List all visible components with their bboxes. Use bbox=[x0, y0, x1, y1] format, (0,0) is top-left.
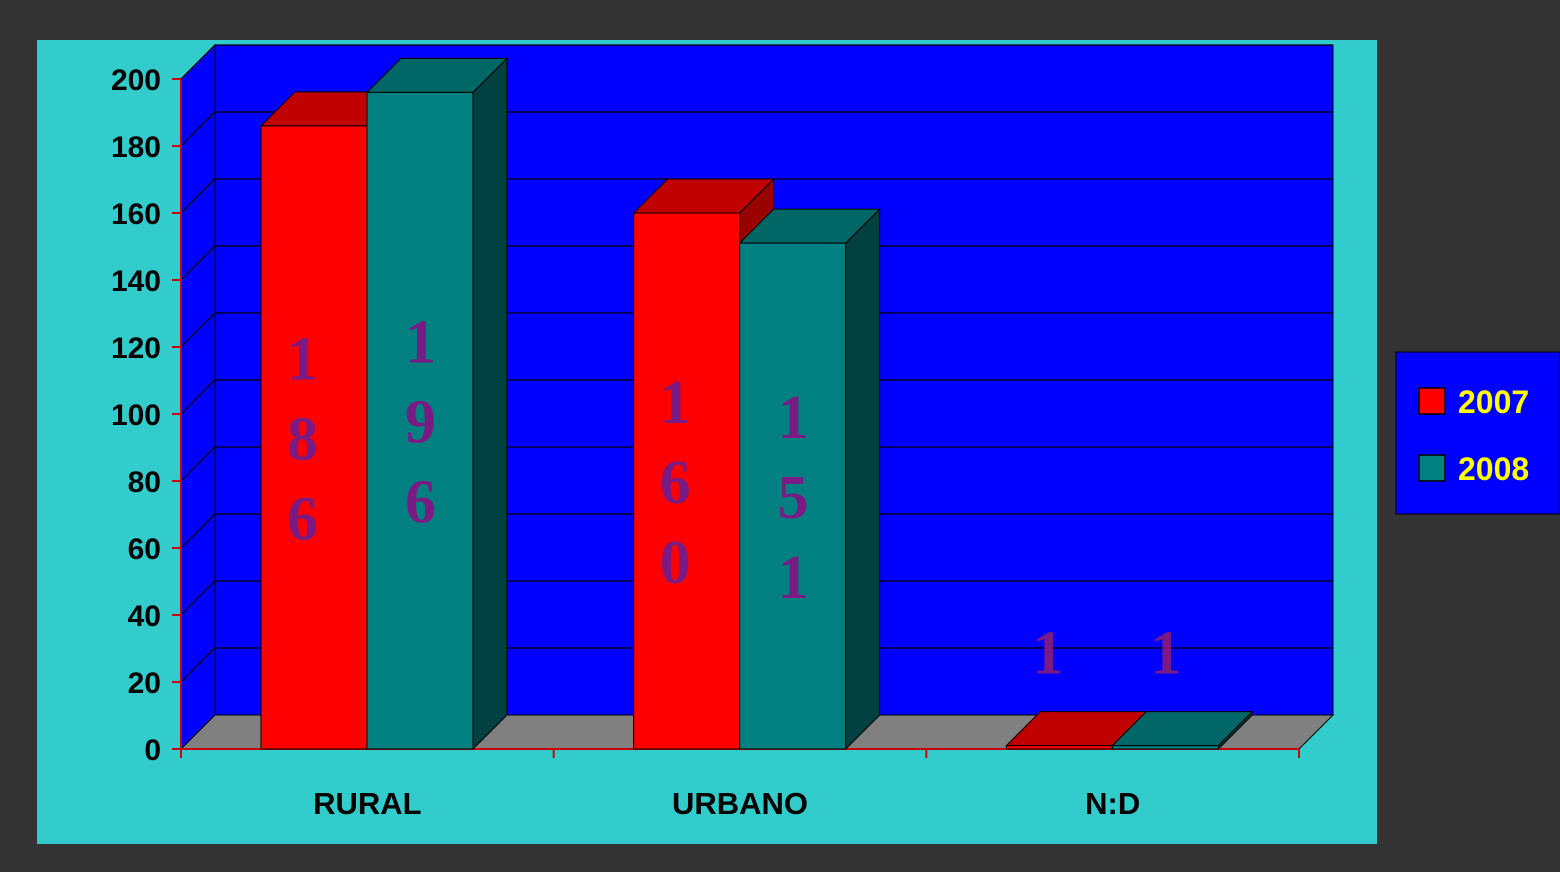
bar-front-face bbox=[260, 125, 368, 750]
y-tick-label: 20 bbox=[128, 667, 161, 700]
y-tick-label: 60 bbox=[128, 533, 161, 566]
x-tick-label: N:D bbox=[1085, 786, 1140, 821]
gridline bbox=[180, 44, 1333, 80]
legend: 2007 2008 bbox=[1395, 351, 1560, 515]
gridline bbox=[180, 513, 1333, 549]
y-tick-label: 100 bbox=[111, 399, 161, 432]
x-tick-label: URBANO bbox=[672, 786, 808, 821]
bar-front-face bbox=[1111, 745, 1219, 750]
gridline bbox=[180, 379, 1333, 415]
legend-label: 2007 bbox=[1458, 384, 1529, 420]
y-tick-label: 200 bbox=[111, 64, 161, 97]
y-tick-label: 180 bbox=[111, 131, 161, 164]
bar-front-face bbox=[366, 91, 474, 750]
data-label: 1 bbox=[1032, 620, 1063, 688]
data-label: 1 bbox=[1150, 620, 1181, 688]
gridline bbox=[180, 312, 1333, 348]
bar-urbano-2008 bbox=[738, 207, 881, 751]
y-tick-label: 0 bbox=[144, 734, 161, 767]
data-labels: 1 8 6 1 9 6 1 6 0 1 5 1 1 1 bbox=[287, 309, 1181, 688]
gridline bbox=[180, 178, 1333, 214]
bar-side-face bbox=[472, 57, 508, 751]
legend-swatch bbox=[1418, 387, 1446, 415]
x-tick-label: RURAL bbox=[313, 786, 422, 821]
bars bbox=[259, 57, 1254, 751]
bar-front-face bbox=[739, 242, 847, 750]
legend-label: 2008 bbox=[1458, 451, 1529, 487]
gridlines bbox=[180, 44, 1333, 683]
gridline bbox=[180, 580, 1333, 616]
gridline bbox=[180, 647, 1333, 683]
gridline bbox=[180, 111, 1333, 147]
y-tick-label: 160 bbox=[111, 198, 161, 231]
bar-side-face bbox=[845, 207, 881, 751]
y-tick-label: 80 bbox=[128, 466, 161, 499]
bar-rural-2008 bbox=[365, 57, 509, 751]
y-tick-label: 140 bbox=[111, 265, 161, 298]
bar-front-face bbox=[633, 212, 741, 750]
legend-box bbox=[1395, 351, 1560, 515]
legend-swatch bbox=[1418, 454, 1446, 482]
y-tick-label: 120 bbox=[111, 332, 161, 365]
gridline bbox=[180, 245, 1333, 281]
bar-front-face bbox=[1005, 745, 1113, 750]
gridline bbox=[180, 446, 1333, 482]
y-tick-label: 40 bbox=[128, 600, 161, 633]
x-axis-category-labels: RURAL URBANO N:D bbox=[313, 786, 1140, 821]
bar-n-d-2008 bbox=[1111, 710, 1254, 751]
y-axis-tick-labels: 0 20 40 60 80 100 120 140 160 180 200 bbox=[111, 64, 161, 767]
